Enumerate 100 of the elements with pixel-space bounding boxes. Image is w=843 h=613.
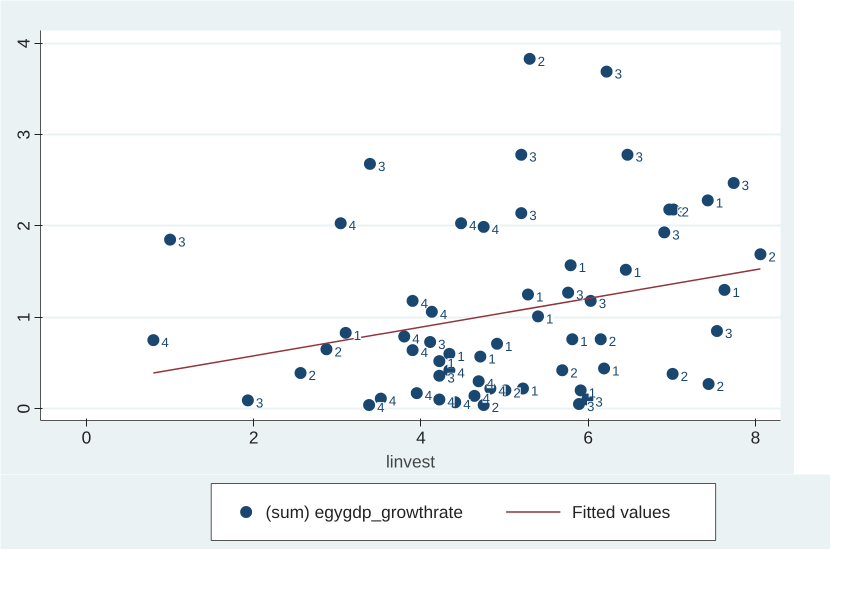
point [515,207,528,220]
point [340,326,352,339]
annotation: 2 [492,400,500,415]
annotation: 3 [256,395,264,410]
annotation: 4 [161,335,170,350]
annotation: 2 [308,368,316,384]
legend-label: Fitted values [572,502,671,522]
annotation: 3 [724,326,732,341]
point [562,286,574,299]
point [515,148,528,161]
annotation: 4 [498,384,506,399]
point [710,325,723,337]
point [718,284,730,296]
annotation: 3 [742,178,750,194]
point [754,248,766,260]
annotation: 4 [463,397,472,412]
point [433,355,446,368]
point [524,52,536,65]
legend-label: (sum) egygdp_growthrate [266,502,463,522]
annotation: 1 [588,385,596,400]
annotation: 3 [598,296,606,311]
annotation: 1 [716,195,724,210]
x-tick-label: 8 [750,428,760,448]
point [363,398,376,411]
point [433,394,446,406]
point [600,66,613,78]
annotation: 2 [570,365,578,380]
point [474,350,486,363]
point [572,398,585,410]
annotation: 4 [482,390,490,406]
annotation: 2 [513,385,521,400]
annotation: 1 [612,363,620,378]
annotation: 1 [354,328,362,343]
x-tick-label: 2 [248,428,259,448]
point [433,370,446,382]
annotation: 1 [732,284,740,300]
annotation: 3 [178,234,186,250]
point [728,177,740,190]
point [620,264,632,276]
point [334,217,347,230]
annotation: 1 [488,352,496,367]
y-tick-label: 3 [14,130,34,140]
y-tick-label: 0 [14,404,34,414]
point [598,362,610,374]
annotation: 1 [580,334,588,350]
annotation: 4 [486,376,495,392]
y-tick-label: 1 [14,312,34,322]
point [566,333,578,346]
annotation: 4 [420,296,429,311]
x-tick-label: 4 [416,428,426,448]
annotation: 2 [716,378,724,394]
annotation: 2 [538,54,546,69]
point [556,364,568,376]
annotation: 1 [457,348,465,364]
annotation: 4 [469,218,478,234]
annotation: 4 [412,331,420,346]
annotation: 4 [420,345,429,360]
x-tick-label: 0 [82,428,92,448]
point [666,368,679,380]
point [364,158,376,170]
annotation: 3 [378,158,386,174]
annotation: 4 [424,388,433,404]
annotation: 1 [505,338,512,354]
point [424,336,436,348]
annotation: 3 [447,370,455,386]
annotation: 4 [457,365,466,380]
annotation: 1 [578,260,586,276]
point [320,343,332,356]
point [491,338,504,350]
annotation: 4 [447,394,456,410]
point [147,334,160,346]
annotation: 3 [672,227,680,242]
annotation: 1 [546,311,554,326]
point [522,288,534,300]
annotation: 4 [377,400,386,415]
annotation: 3 [614,66,622,82]
point [574,384,587,396]
point [658,226,670,238]
y-tick-label: 4 [14,38,34,48]
y-tick-label: 2 [14,221,34,231]
annotation: 1 [530,384,538,399]
annotation: 3 [576,288,584,303]
point [455,217,468,230]
annotation: 3 [595,394,603,410]
annotation: 3 [586,399,594,414]
annotation: 4 [440,306,448,322]
annotation: 2 [334,344,342,360]
annotation: 1 [447,356,455,372]
annotation: 2 [608,334,616,350]
annotation: 4 [492,222,500,237]
point [410,387,423,400]
point [532,310,544,322]
point [398,330,410,342]
point [472,375,485,388]
x-tick-label: 6 [583,428,594,448]
annotation: 3 [529,150,537,165]
annotation: 3 [635,150,643,165]
point [702,378,715,390]
point [702,194,714,206]
point [564,259,577,272]
